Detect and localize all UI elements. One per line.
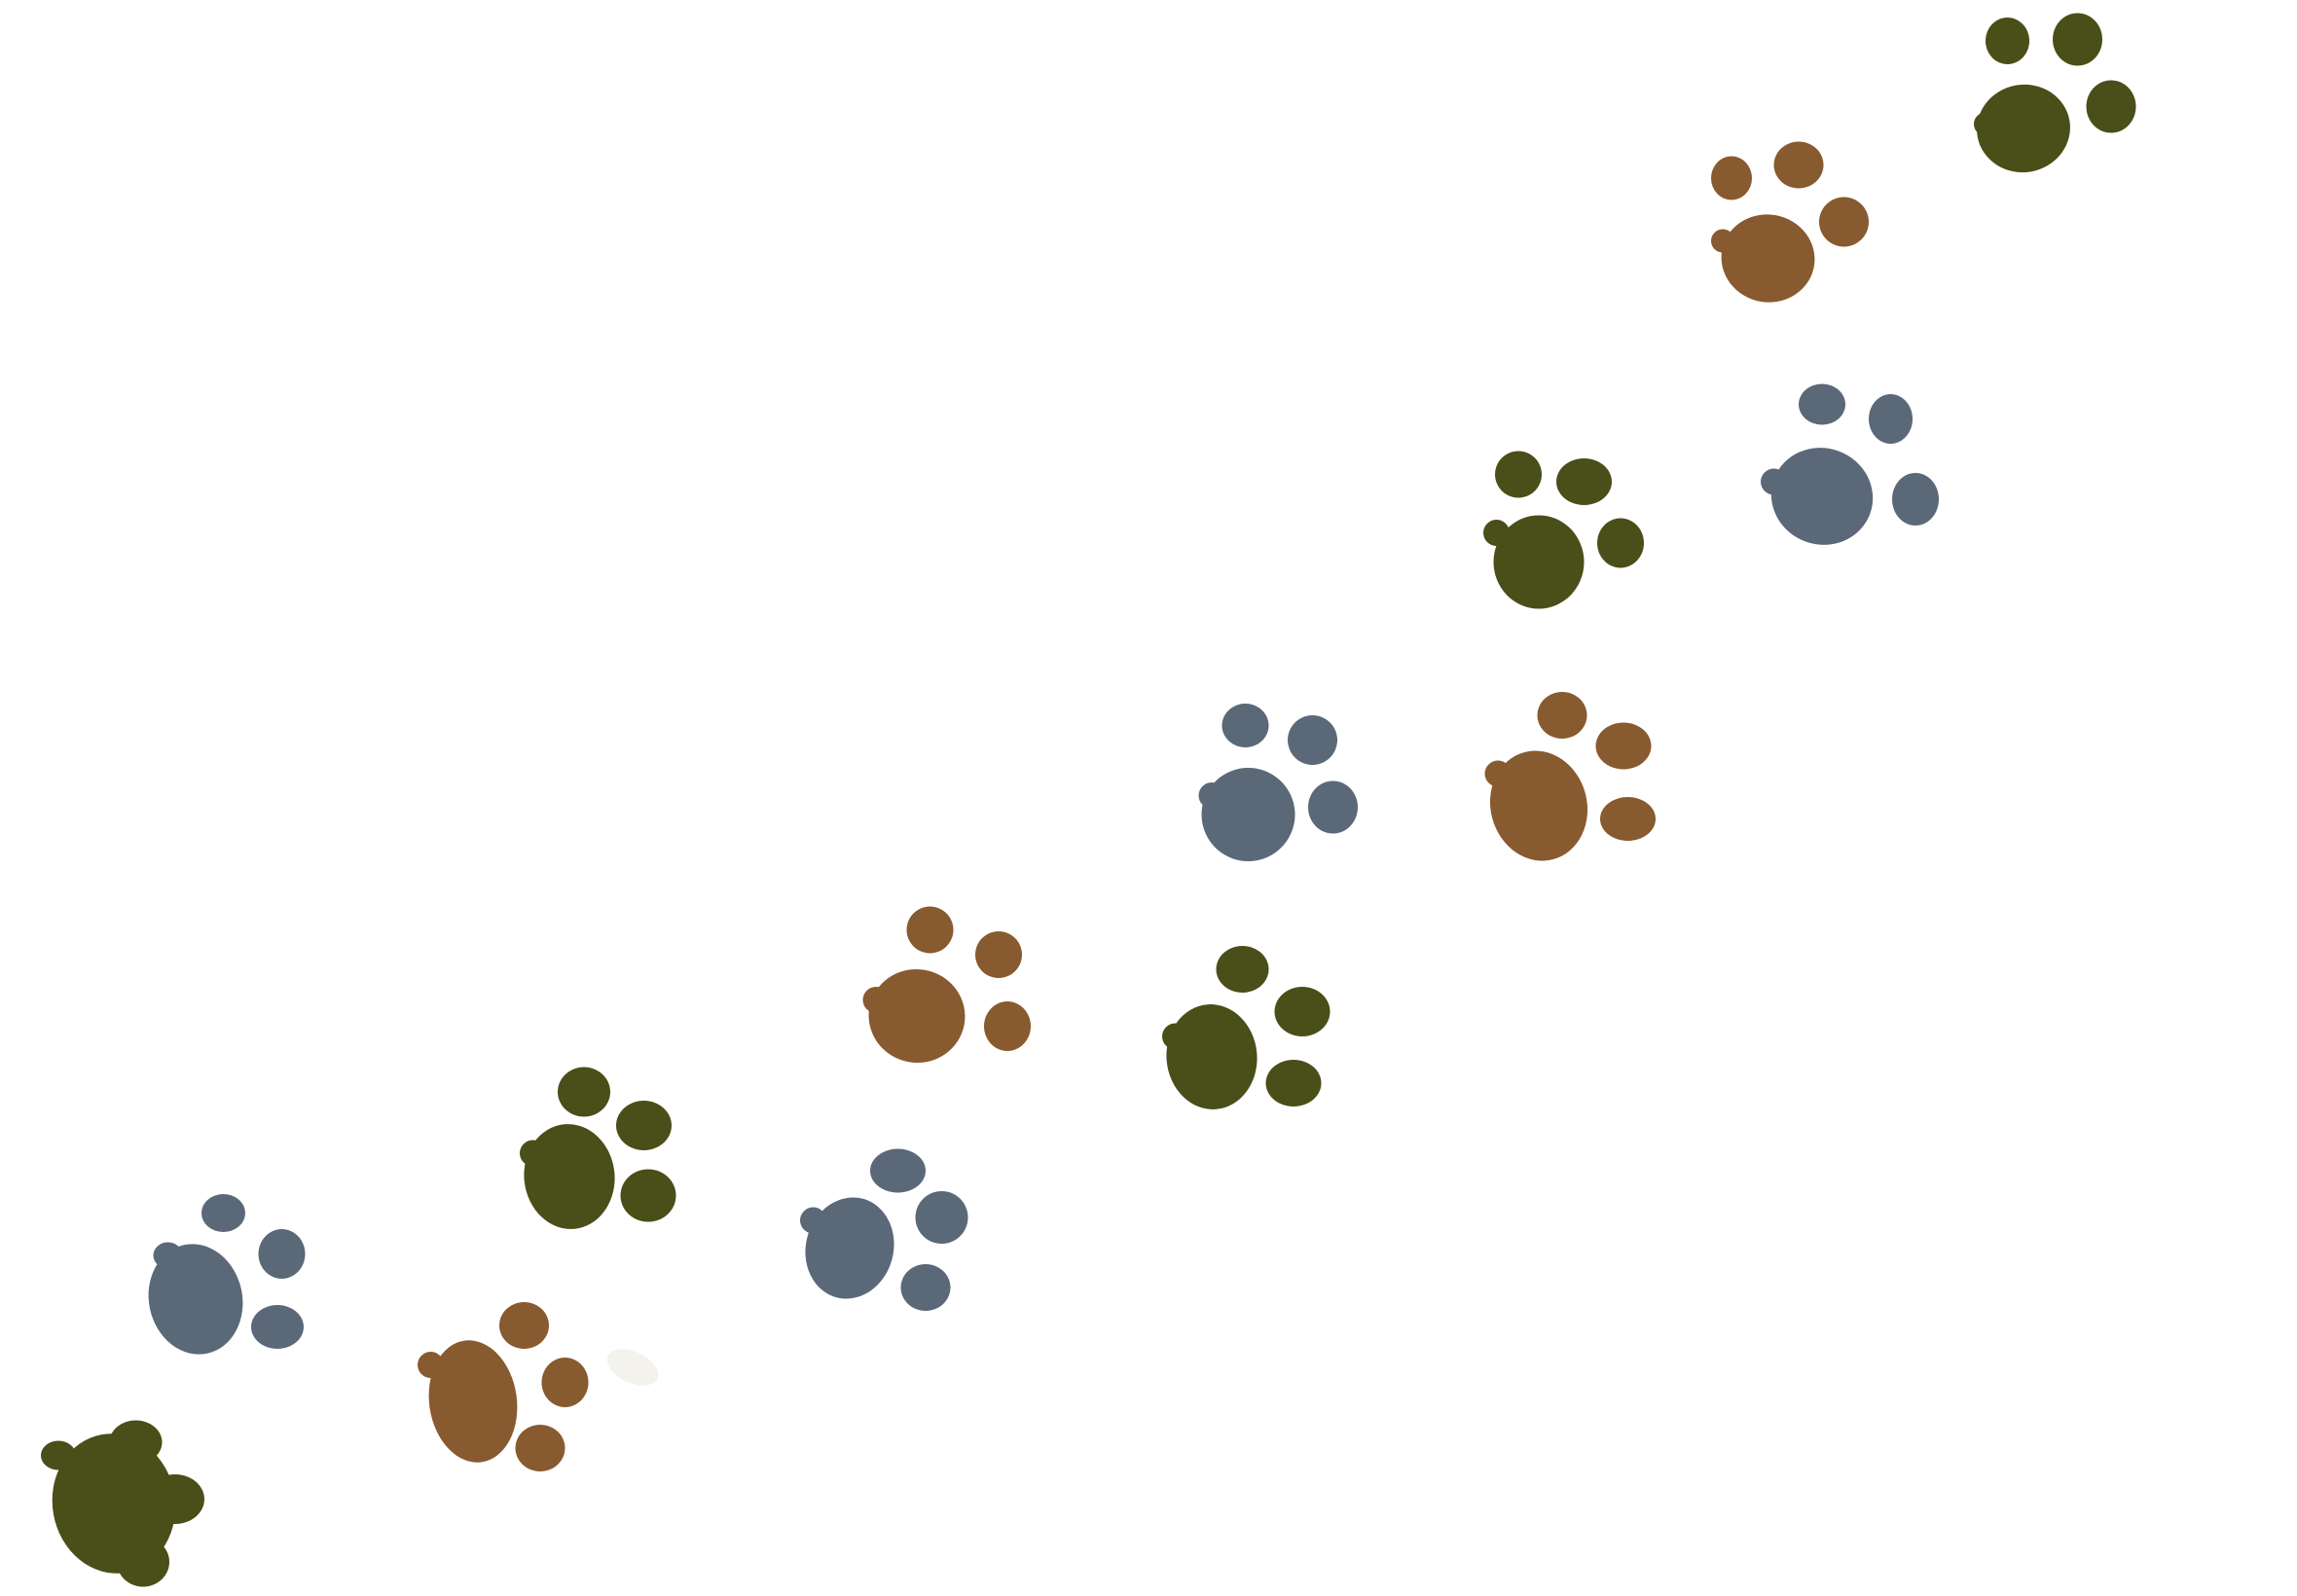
paw-pad-lobe — [1162, 1023, 1188, 1050]
paw-print-brown-3 — [1484, 692, 1656, 861]
paw-toe-pad — [1308, 780, 1358, 834]
paw-pad-lobe — [1711, 229, 1734, 253]
paw-main-pad — [428, 1340, 518, 1463]
paw-toe-pad — [900, 1264, 951, 1311]
paw-toe-pad — [2053, 13, 2102, 66]
paw-print-olive-5 — [1974, 13, 2136, 173]
paw-toe-pad — [117, 1537, 169, 1587]
paw-print-slate-3 — [1198, 704, 1358, 861]
paw-pad-lobe — [418, 1352, 444, 1378]
paw-print-olive-2 — [520, 1067, 676, 1229]
paw-toe-pad — [984, 1001, 1031, 1051]
paw-main-pad — [1201, 768, 1295, 861]
paw-main-pad — [1489, 750, 1588, 861]
paw-pad-lobe — [41, 1440, 76, 1470]
paw-print-slate-2 — [800, 1148, 968, 1311]
paw-toe-pad — [146, 1474, 204, 1524]
paw-toe-pad — [1221, 704, 1269, 747]
paw-print-slate-4 — [1761, 383, 1939, 545]
paw-toe-pad — [620, 1169, 676, 1222]
paw-toe-pad — [915, 1191, 968, 1244]
paw-pad-lobe — [1483, 520, 1510, 546]
paw-toe-pad — [906, 906, 954, 954]
paw-toe-pad — [1600, 797, 1656, 841]
paw-toe-pad — [258, 1229, 306, 1279]
paw-toe-pad — [1773, 141, 1824, 189]
paw-toe-pad — [1495, 451, 1542, 498]
paw-main-pad — [1721, 214, 1815, 303]
paw-toe-pad — [2086, 80, 2136, 133]
paw-print-olive-4 — [1483, 451, 1644, 609]
paw-main-pad — [1166, 1004, 1258, 1109]
paw-toe-pad — [1869, 394, 1913, 444]
paw-main-pad — [1977, 84, 2070, 173]
paw-pad-lobe — [800, 1207, 826, 1234]
paw-print-brown-1 — [418, 1302, 589, 1471]
paw-toe-pad — [1288, 715, 1337, 765]
paw-pad-lobe — [1198, 782, 1225, 809]
paw-toe-pad — [1597, 518, 1644, 568]
paw-toe-pad — [515, 1425, 565, 1471]
paw-print-olive-3 — [1162, 946, 1331, 1109]
paw-toe-pad — [499, 1302, 549, 1349]
paw-toe-pad — [870, 1148, 926, 1193]
paw-toe-pad — [558, 1067, 610, 1117]
paw-main-pad — [1493, 515, 1585, 609]
paw-main-pad — [1770, 448, 1874, 545]
paw-main-pad — [868, 968, 966, 1064]
paw-print-olive-1 — [41, 1420, 204, 1587]
paw-main-pad — [148, 1244, 243, 1355]
paw-main-pad — [805, 1197, 894, 1299]
paw-pad-lobe — [1484, 760, 1512, 787]
paw-toe-pad — [1537, 692, 1587, 739]
paw-toe-pad — [975, 931, 1022, 978]
paw-toe-pad — [251, 1305, 304, 1349]
paw-toe-pad — [201, 1194, 245, 1232]
paw-toe-pad — [1986, 18, 2029, 64]
paw-pad-lobe — [862, 987, 890, 1013]
paw-print-brown-2 — [862, 906, 1031, 1064]
paw-toe-pad — [1265, 1060, 1322, 1106]
paw-pad-lobe — [153, 1242, 183, 1269]
paw-pad-lobe — [520, 1140, 546, 1167]
paw-toe-pad — [1216, 946, 1269, 993]
paw-pad-lobe — [1974, 112, 1997, 136]
paw-print-slate-1 — [148, 1194, 306, 1355]
paw-toe-pad — [1595, 722, 1652, 770]
paw-pad-lobe — [1761, 468, 1787, 495]
paw-toe-pad — [1274, 987, 1331, 1036]
paw-toe-pad — [1892, 473, 1939, 526]
paw-main-pad — [524, 1124, 615, 1229]
paw-toe-pad — [1711, 156, 1752, 200]
paw-toe-pad — [1556, 458, 1612, 505]
paw-toe-pad — [616, 1101, 672, 1150]
paw-toe-pad — [109, 1420, 163, 1465]
paw-toe-pad — [1799, 383, 1845, 425]
paw-print-brown-4 — [1711, 141, 1869, 303]
paw-toe-pad — [541, 1358, 589, 1407]
faint-smudge — [606, 1349, 659, 1386]
paw-toe-pad — [1819, 197, 1869, 247]
